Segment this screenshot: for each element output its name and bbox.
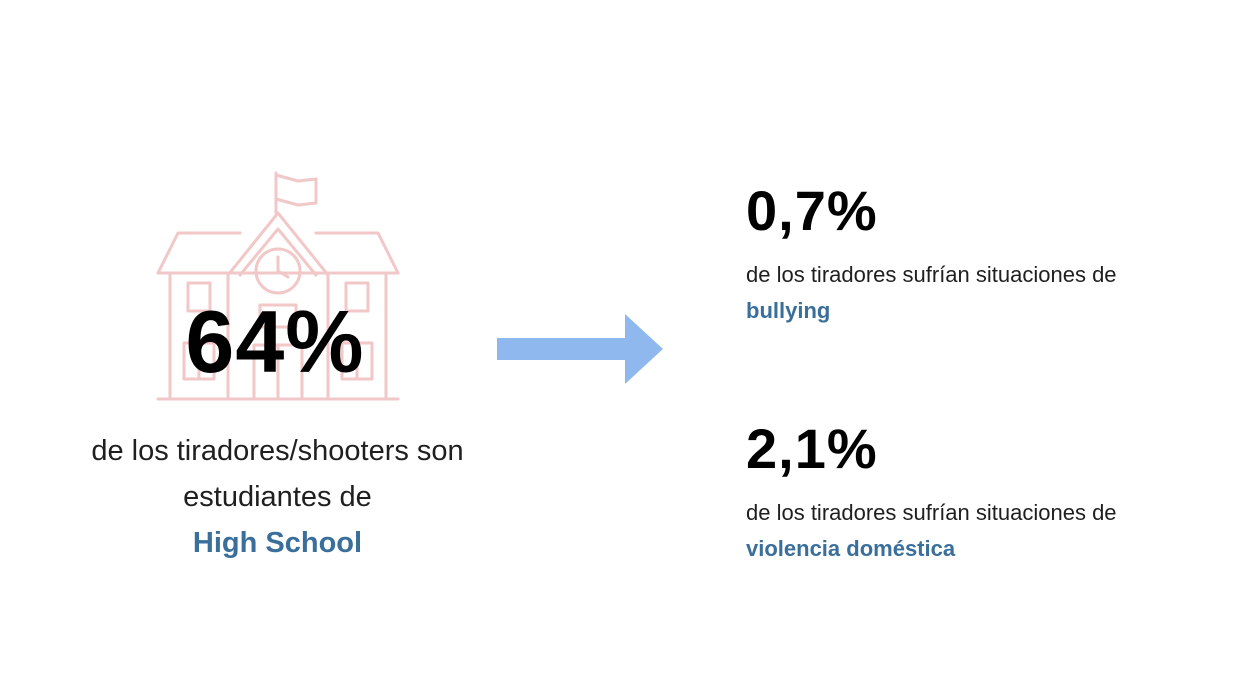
domestic-violence-percentage: 2,1%: [746, 417, 878, 480]
high-school-caption: de los tiradores/shooters son estudiante…: [30, 428, 525, 566]
bullying-description: de los tiradores sufrían situaciones de: [746, 262, 1117, 287]
high-school-percentage: 64%: [185, 292, 365, 391]
caption-line-2: estudiantes de: [183, 481, 372, 513]
bullying-percentage: 0,7%: [746, 179, 878, 242]
domestic-violence-stat-block: 2,1% de los tiradores sufrían situacione…: [746, 418, 1216, 564]
right-arrow-icon: [497, 314, 665, 384]
caption-line-1: de los tiradores/shooters son: [91, 435, 464, 467]
domestic-violence-description: de los tiradores sufrían situaciones de: [746, 500, 1117, 525]
high-school-highlight: High School: [192, 527, 363, 559]
bullying-stat-block: 0,7% de los tiradores sufrían situacione…: [746, 180, 1216, 326]
domestic-violence-highlight: violencia doméstica: [746, 536, 956, 561]
school-building-icon: [148, 165, 408, 405]
bullying-highlight: bullying: [746, 298, 831, 323]
